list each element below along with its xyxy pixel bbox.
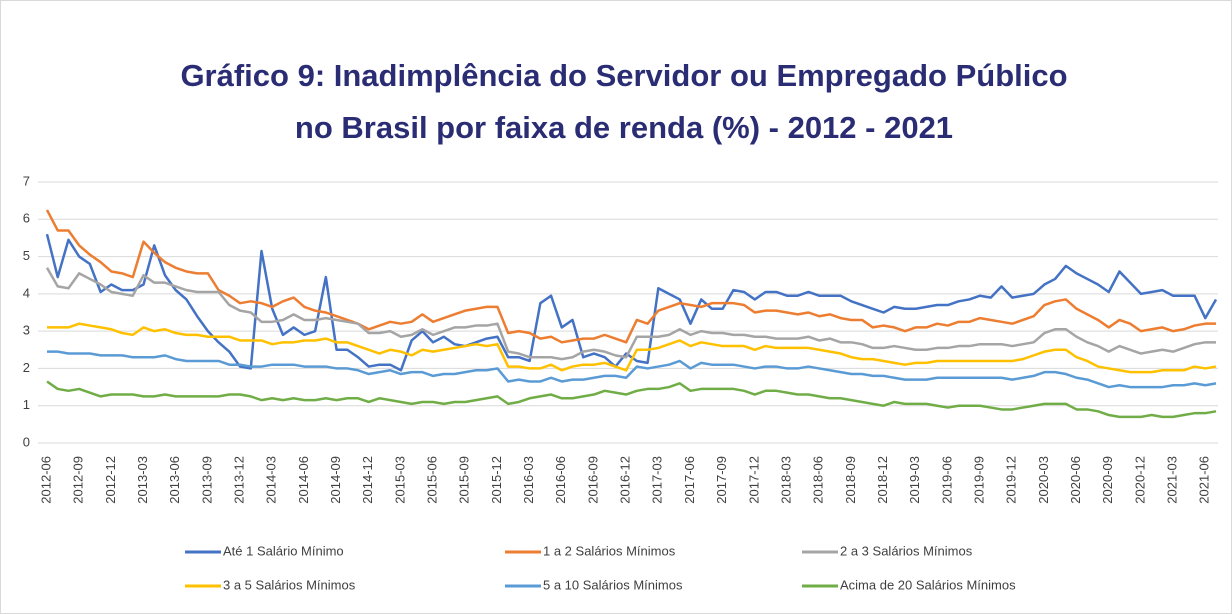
x-tick-label: 2015-03 [392,456,407,504]
legend-label: 1 a 2 Salários Mínimos [543,543,676,558]
x-tick-label: 2018-06 [811,456,826,504]
x-tick-label: 2012-06 [38,456,53,504]
series-line [45,267,1216,361]
legend-label: 2 a 3 Salários Mínimos [840,543,973,558]
y-tick-label: 2 [23,360,30,375]
series-line [47,350,1217,389]
x-tick-label: 2021-03 [1165,456,1180,504]
x-tick-label: 2017-06 [682,456,697,504]
legend-label: 5 a 10 Salários Mínimos [543,577,683,592]
x-tick-label: 2013-06 [167,456,182,504]
x-tick-label: 2017-09 [714,456,729,504]
x-tick-label: 2017-12 [746,456,761,504]
series-line [45,233,1218,372]
x-tick-label: 2014-06 [296,456,311,504]
x-tick-label: 2015-12 [489,456,504,504]
legend-label: Acima de 20 Salários Mínimos [840,577,1016,592]
series-line [45,209,1216,344]
x-tick-label: 2014-03 [264,456,279,504]
x-tick-label: 2013-09 [199,456,214,504]
y-tick-label: 5 [23,248,30,263]
x-tick-label: 2019-12 [1004,456,1019,504]
chart-title: no Brasil por faixa de renda (%) - 2012 … [295,110,953,145]
legend-label: 3 a 5 Salários Mínimos [223,577,356,592]
x-tick-label: 2015-09 [457,456,472,504]
x-tick-label: 2013-03 [135,456,150,504]
y-tick-label: 4 [23,285,30,300]
x-tick-label: 2018-12 [875,456,890,504]
x-tick-label: 2020-03 [1036,456,1051,504]
x-tick-label: 2014-12 [360,456,375,504]
x-tick-label: 2018-03 [778,456,793,504]
x-tick-label: 2016-09 [585,456,600,504]
x-tick-label: 2017-03 [650,456,665,504]
legend-label: Até 1 Salário Mínimo [223,543,344,558]
chart-title: Gráfico 9: Inadimplência do Servidor ou … [180,58,1067,93]
x-tick-label: 2019-09 [971,456,986,504]
x-tick-label: 2016-03 [521,456,536,504]
x-tick-label: 2016-12 [618,456,633,504]
x-tick-label: 2021-06 [1197,456,1212,504]
series-line [47,322,1217,374]
y-tick-label: 0 [23,434,30,449]
y-tick-label: 3 [23,323,30,338]
x-tick-label: 2016-06 [553,456,568,504]
x-tick-label: 2014-09 [328,456,343,504]
y-tick-label: 7 [23,173,30,188]
x-tick-label: 2019-03 [907,456,922,504]
y-tick-label: 1 [23,397,30,412]
x-tick-label: 2020-06 [1068,456,1083,504]
x-tick-label: 2019-06 [939,456,954,504]
x-tick-label: 2020-09 [1100,456,1115,504]
x-tick-label: 2018-09 [843,456,858,504]
x-tick-label: 2015-06 [425,456,440,504]
series-line [46,380,1217,419]
x-tick-label: 2012-12 [103,456,118,504]
y-tick-label: 6 [23,211,30,226]
x-tick-label: 2020-12 [1132,456,1147,504]
x-tick-label: 2013-12 [231,456,246,504]
x-tick-label: 2012-09 [71,456,86,504]
